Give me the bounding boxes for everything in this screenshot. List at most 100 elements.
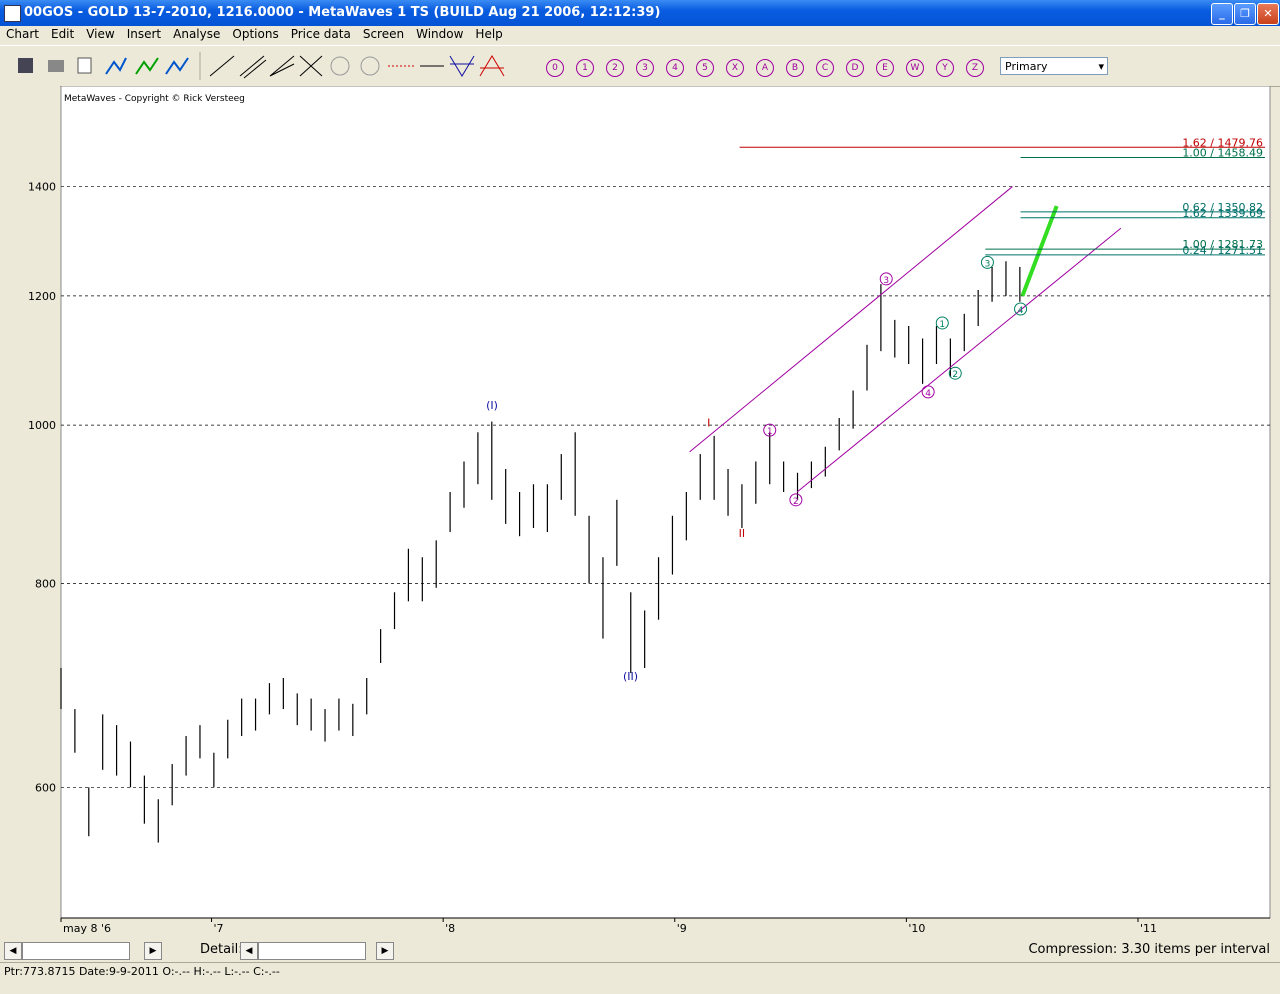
fib-label: 0.62 / 1350.82 (1182, 201, 1263, 214)
y-tick-label: 800 (35, 577, 56, 590)
fib-tool[interactable] (479, 55, 505, 77)
scroll-right[interactable]: ▶ (144, 942, 162, 960)
circle-tool[interactable] (330, 56, 350, 76)
app-icon (4, 5, 21, 22)
wave-label: 4 (921, 385, 935, 399)
status-bar: Ptr:773.8715 Date:9-9-2011 O:-.-- H:-.--… (0, 962, 1280, 980)
wave-button[interactable]: X (726, 59, 744, 77)
copyright: MetaWaves - Copyright © Rick Versteeg (64, 94, 245, 104)
dropdown-value: Primary (1005, 60, 1048, 73)
detail-track[interactable] (258, 942, 366, 960)
y-tick-label: 1200 (28, 290, 56, 303)
detail-label: Detail: (200, 942, 243, 957)
wave-text: 1 (939, 320, 945, 330)
wave-tool[interactable] (105, 57, 127, 75)
plot-area (60, 86, 1271, 919)
line-tool[interactable] (209, 55, 235, 77)
wave-text: 3 (883, 276, 889, 286)
wave-label: 3 (879, 272, 893, 286)
close-button[interactable]: ✕ (1257, 3, 1279, 25)
wave-button[interactable]: 4 (666, 59, 684, 77)
wave-circle (980, 255, 994, 269)
cross-tool[interactable] (299, 55, 323, 77)
scroll-left[interactable]: ◀ (4, 942, 22, 960)
wave-button[interactable]: 5 (696, 59, 714, 77)
fib-label: 0.24 / 1271.51 (1182, 244, 1263, 257)
save-icon[interactable] (18, 58, 33, 73)
wave-label: I (707, 416, 710, 429)
wave-button[interactable]: B (786, 59, 804, 77)
wave-circle (763, 423, 777, 437)
wave-text: 4 (925, 389, 931, 399)
print-icon[interactable] (48, 60, 64, 72)
circle-tool[interactable] (360, 56, 380, 76)
wave-button[interactable]: Y (936, 59, 954, 77)
projection-line (1020, 205, 1059, 297)
wave-button[interactable]: A (756, 59, 774, 77)
detail-left[interactable]: ◀ (240, 942, 258, 960)
wave-label: (II) (623, 670, 638, 683)
fib-label: 1.00 / 1458.49 (1182, 147, 1263, 160)
wave-button[interactable]: Z (966, 59, 984, 77)
wave-text: 3 (985, 259, 991, 269)
x-tick-label: '11 (1140, 922, 1157, 935)
menu-item[interactable]: Edit (50, 27, 75, 41)
fan-tool[interactable] (269, 55, 295, 77)
preview-icon[interactable] (77, 57, 92, 74)
fib-label: 1.62 / 1339.69 (1182, 207, 1263, 220)
wave-button[interactable]: C (816, 59, 834, 77)
axis-panel (0, 86, 60, 940)
wave-circle (789, 493, 803, 507)
chart: MetaWaves - Copyright © Rick Versteeg 60… (0, 86, 1271, 940)
wave-tool[interactable] (135, 57, 159, 75)
detail-right[interactable]: ▶ (376, 942, 394, 960)
wave-text: 2 (793, 497, 799, 507)
wave-label: 3 (980, 255, 994, 269)
wave-text: 2 (952, 370, 958, 380)
channel-line (689, 186, 1013, 453)
wave-button[interactable]: 2 (606, 59, 624, 77)
fib-tool[interactable] (449, 55, 475, 77)
x-tick-label: '9 (677, 922, 687, 935)
wave-button[interactable]: E (876, 59, 894, 77)
wave-button[interactable]: 1 (576, 59, 594, 77)
scroll-row: ◀ ▶ Detail: ◀ ▶ Compression: 3.30 items … (0, 940, 1280, 960)
menu-item[interactable]: Help (475, 27, 503, 41)
minimize-button[interactable]: _ (1211, 3, 1233, 25)
wave-button[interactable]: D (846, 59, 864, 77)
wave-circle (948, 366, 962, 380)
channel-tool[interactable] (239, 55, 267, 79)
status-text: Ptr:773.8715 Date:9-9-2011 O:-.-- H:-.--… (4, 965, 280, 978)
y-tick-label: 1000 (28, 419, 56, 432)
wave-button[interactable]: 3 (636, 59, 654, 77)
menu-item[interactable]: Chart (6, 27, 39, 41)
menu-item[interactable]: Insert (126, 27, 162, 41)
wave-label: 2 (789, 493, 803, 507)
fib-label: 1.00 / 1281.73 (1182, 238, 1263, 251)
dropdown-arrow[interactable]: ▾ (1098, 60, 1104, 73)
menu-item[interactable]: Options (232, 27, 279, 41)
x-tick-label: may 8 '6 (63, 922, 111, 935)
fib-label: 1.62 / 1479.76 (1182, 136, 1263, 149)
wave-text: (II) (623, 670, 638, 683)
x-tick-label: '10 (908, 922, 925, 935)
wave-button[interactable]: 0 (546, 59, 564, 77)
menu-item[interactable]: View (86, 27, 115, 41)
wave-text: 4 (1018, 306, 1024, 316)
toolbar-icons (18, 52, 505, 80)
wave-button[interactable]: W (906, 59, 924, 77)
menu-item[interactable]: Window (416, 27, 464, 41)
wave-tool[interactable] (165, 57, 189, 75)
menu-item[interactable]: Screen (362, 27, 405, 41)
maximize-button[interactable]: ❐ (1234, 3, 1256, 25)
menu-item[interactable]: Price data (290, 27, 351, 41)
wave-circle (879, 272, 893, 286)
wave-circle (1014, 302, 1028, 316)
menu-item[interactable]: Analyse (173, 27, 221, 41)
scroll-thumb[interactable] (22, 942, 130, 960)
degree-dropdown[interactable]: Primary ▾ (1000, 57, 1108, 75)
wave-label: II (739, 527, 746, 540)
